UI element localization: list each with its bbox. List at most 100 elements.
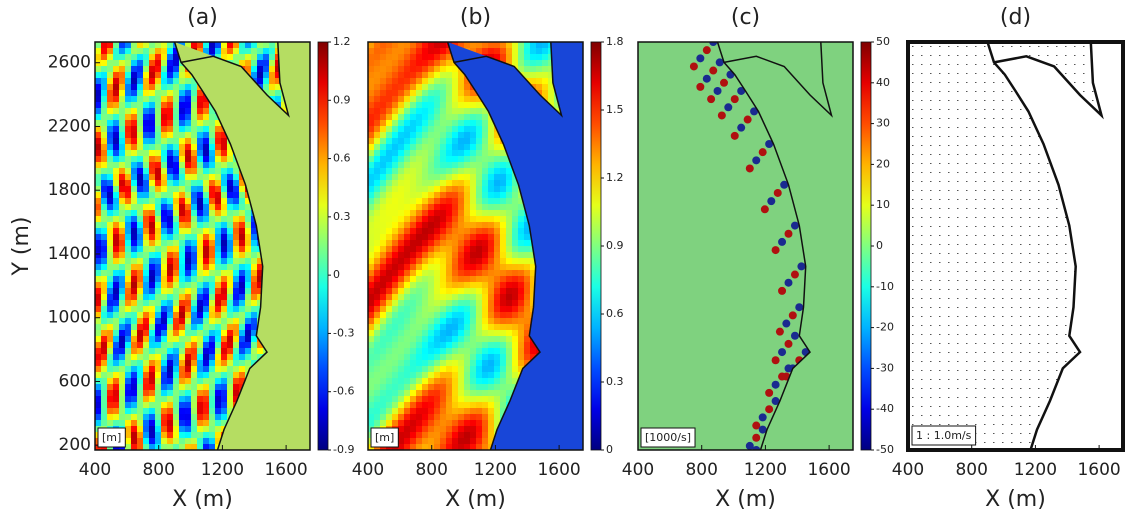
field-cell [125, 234, 131, 240]
field-cell [464, 444, 470, 450]
field-cell [119, 210, 125, 216]
field-cell [185, 78, 191, 84]
field-cell [458, 300, 464, 306]
field-cell [137, 264, 143, 270]
field-cell [488, 396, 494, 402]
field-cell [410, 126, 416, 132]
field-cell [512, 222, 518, 228]
field-cell [470, 228, 476, 234]
field-cell [506, 282, 512, 288]
field-cell [149, 312, 155, 318]
field-cell [458, 144, 464, 150]
field-cell [131, 306, 137, 312]
field-cell [518, 258, 524, 264]
field-cell [500, 228, 506, 234]
field-cell [197, 234, 203, 240]
field-cell [422, 180, 428, 186]
field-cell [440, 162, 446, 168]
field-cell [119, 408, 125, 414]
field-cell [428, 162, 434, 168]
field-cell [512, 42, 518, 48]
field-cell [161, 132, 167, 138]
field-cell [209, 174, 215, 180]
field-cell [107, 258, 113, 264]
field-cell [446, 414, 452, 420]
field-cell [416, 126, 422, 132]
field-cell [251, 336, 257, 342]
field-cell [476, 252, 482, 258]
field-cell [125, 198, 131, 204]
field-cell [536, 54, 542, 60]
field-cell [500, 198, 506, 204]
field-cell [488, 132, 494, 138]
field-cell [173, 120, 179, 126]
field-cell [143, 318, 149, 324]
field-cell [185, 204, 191, 210]
field-cell [404, 414, 410, 420]
field-cell [155, 270, 161, 276]
field-cell [107, 96, 113, 102]
field-cell [131, 324, 137, 330]
field-cell [500, 234, 506, 240]
field-cell [137, 444, 143, 450]
field-cell [125, 66, 131, 72]
field-cell [95, 156, 101, 162]
field-cell [95, 330, 101, 336]
field-cell [434, 222, 440, 228]
field-cell [179, 438, 185, 444]
field-cell [464, 396, 470, 402]
field-cell [185, 234, 191, 240]
field-cell [167, 276, 173, 282]
field-cell [185, 192, 191, 198]
field-cell [233, 216, 239, 222]
field-cell [386, 114, 392, 120]
field-cell [458, 84, 464, 90]
field-cell [482, 258, 488, 264]
field-cell [191, 396, 197, 402]
field-cell [185, 168, 191, 174]
field-cell [221, 282, 227, 288]
field-cell [422, 408, 428, 414]
field-cell [197, 114, 203, 120]
field-cell [392, 216, 398, 222]
field-cell [452, 396, 458, 402]
field-cell [488, 354, 494, 360]
field-cell [155, 114, 161, 120]
field-cell [518, 354, 524, 360]
field-cell [494, 294, 500, 300]
field-cell [209, 276, 215, 282]
field-cell [380, 204, 386, 210]
field-cell [167, 60, 173, 66]
field-cell [149, 186, 155, 192]
field-cell [209, 126, 215, 132]
field-cell [494, 228, 500, 234]
field-cell [506, 240, 512, 246]
field-cell [368, 246, 374, 252]
field-cell [452, 216, 458, 222]
field-cell [119, 120, 125, 126]
field-cell [179, 408, 185, 414]
field-cell [107, 60, 113, 66]
field-cell [434, 342, 440, 348]
field-cell [113, 312, 119, 318]
field-cell [263, 60, 269, 66]
field-cell [119, 252, 125, 258]
field-cell [398, 120, 404, 126]
field-cell [398, 174, 404, 180]
field-cell [464, 348, 470, 354]
field-cell [137, 348, 143, 354]
field-cell [398, 384, 404, 390]
field-cell [107, 348, 113, 354]
field-cell [416, 294, 422, 300]
field-cell [221, 198, 227, 204]
field-cell [167, 174, 173, 180]
field-cell [512, 366, 518, 372]
field-cell [113, 204, 119, 210]
field-cell [101, 384, 107, 390]
field-cell [374, 282, 380, 288]
field-cell [476, 378, 482, 384]
field-cell [368, 210, 374, 216]
field-cell [143, 48, 149, 54]
field-cell [452, 318, 458, 324]
field-cell [95, 174, 101, 180]
